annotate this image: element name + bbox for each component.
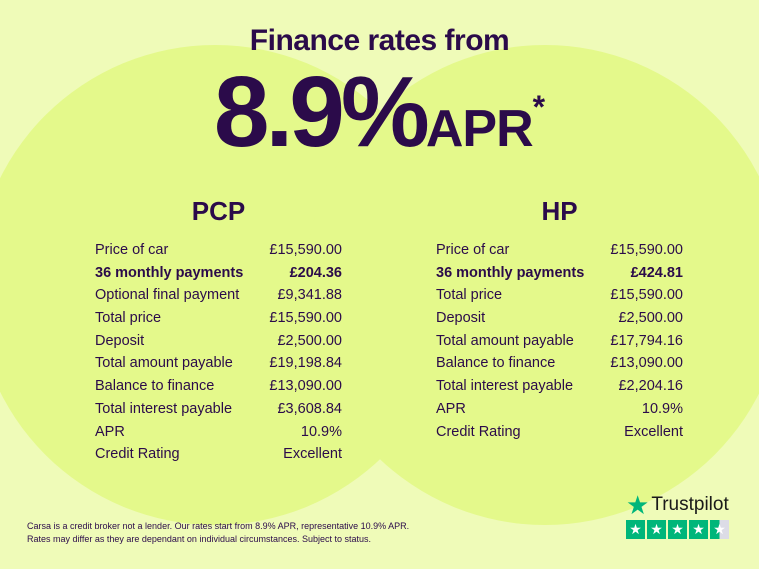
row-label: 36 monthly payments xyxy=(95,264,244,281)
headline: Finance rates from xyxy=(249,24,510,57)
row-label: APR xyxy=(436,400,466,417)
rating-star-icon: ★ xyxy=(647,520,666,539)
row-label: Total interest payable xyxy=(436,378,574,395)
row-value: £13,090.00 xyxy=(269,378,342,395)
row-label: Credit Rating xyxy=(436,423,521,440)
row-label: Deposit xyxy=(95,332,145,349)
row-value: 10.9% xyxy=(300,423,342,440)
row-label: Balance to finance xyxy=(95,378,215,395)
table-row: Total interest payable £2,204.16 xyxy=(436,375,683,398)
pcp-panel: PCP Price of car £15,590.00 36 monthly pay… xyxy=(95,196,342,466)
row-value: £15,590.00 xyxy=(610,287,683,304)
asterisk: * xyxy=(532,89,546,125)
table-row: Price of car £15,590.00 xyxy=(436,239,683,262)
trustpilot-badge[interactable]: ★ Trustpilot ★ ★ ★ ★ ★ xyxy=(626,490,729,539)
row-label: Total price xyxy=(95,310,162,327)
row-value: £15,590.00 xyxy=(269,310,342,327)
table-row: Balance to finance £13,090.00 xyxy=(436,352,683,375)
row-label: Credit Rating xyxy=(95,446,180,463)
row-label: Optional final payment xyxy=(95,287,240,304)
table-row: 36 monthly payments £424.81 xyxy=(436,262,683,285)
row-label: 36 monthly payments xyxy=(436,264,585,281)
table-row: Deposit £2,500.00 xyxy=(95,330,342,353)
trustpilot-label: Trustpilot xyxy=(651,494,729,515)
table-row: Credit Rating Excellent xyxy=(436,421,683,444)
hp-title: HP xyxy=(541,196,578,226)
rate-display: 8.9%APR* xyxy=(0,62,759,162)
row-value: £2,500.00 xyxy=(618,310,683,327)
row-value: £2,500.00 xyxy=(277,332,342,349)
table-row: Price of car £15,590.00 xyxy=(95,239,342,262)
row-value: £19,198.84 xyxy=(269,355,342,372)
table-row: Balance to finance £13,090.00 xyxy=(95,375,342,398)
pcp-title: PCP xyxy=(191,196,246,226)
rate-suffix: APR xyxy=(425,100,534,158)
table-row: APR 10.9% xyxy=(436,398,683,421)
table-row: Optional final payment £9,341.88 xyxy=(95,284,342,307)
row-value: £424.81 xyxy=(630,264,683,281)
star-icon: ★ xyxy=(626,490,650,520)
row-label: APR xyxy=(95,423,125,440)
row-value: £204.36 xyxy=(289,264,342,281)
trustpilot-logo: ★ Trustpilot xyxy=(626,490,729,520)
table-row: Total price £15,590.00 xyxy=(436,284,683,307)
pcp-table: Price of car £15,590.00 36 monthly payment… xyxy=(95,239,342,466)
row-value: £2,204.16 xyxy=(618,378,683,395)
hp-panel: HP Price of car £15,590.00 36 monthly paym… xyxy=(436,196,683,443)
table-row: Total amount payable £19,198.84 xyxy=(95,352,342,375)
table-row: Deposit £2,500.00 xyxy=(436,307,683,330)
hp-table: Price of car £15,590.00 36 monthly payment… xyxy=(436,239,683,443)
disclaimer-line: Carsa is a credit broker not a lender. O… xyxy=(27,521,410,531)
table-row: 36 monthly payments £204.36 xyxy=(95,262,342,285)
row-value: £15,590.00 xyxy=(269,242,342,258)
rating-star-icon: ★ xyxy=(710,520,729,539)
table-row: Credit Rating Excellent xyxy=(95,443,342,466)
row-label: Balance to finance xyxy=(436,355,556,372)
row-value: £15,590.00 xyxy=(610,242,683,258)
rating-star-icon: ★ xyxy=(668,520,687,539)
row-label: Total amount payable xyxy=(95,355,233,372)
row-label: Total amount payable xyxy=(436,332,574,349)
row-value: Excellent xyxy=(283,446,342,463)
row-value: £3,608.84 xyxy=(277,400,342,417)
row-label: Price of car xyxy=(95,242,169,258)
table-row: Total amount payable £17,794.16 xyxy=(436,330,683,353)
row-label: Price of car xyxy=(436,242,510,258)
background-circle-right xyxy=(305,45,759,525)
row-value: Excellent xyxy=(624,423,683,440)
rating-star-icon: ★ xyxy=(626,520,645,539)
row-label: Total interest payable xyxy=(95,400,233,417)
disclaimer: Carsa is a credit broker not a lender. O… xyxy=(27,520,409,546)
row-label: Total price xyxy=(436,287,503,304)
table-row: Total price £15,590.00 xyxy=(95,307,342,330)
row-value: £13,090.00 xyxy=(610,355,683,372)
row-value: £9,341.88 xyxy=(277,287,342,304)
row-label: Deposit xyxy=(436,310,486,327)
rate-value: 8.9% xyxy=(213,56,430,168)
row-value: 10.9% xyxy=(641,400,683,417)
trustpilot-rating: ★ ★ ★ ★ ★ xyxy=(626,520,729,539)
rating-star-icon: ★ xyxy=(689,520,708,539)
table-row: APR 10.9% xyxy=(95,421,342,444)
row-value: £17,794.16 xyxy=(610,332,683,349)
disclaimer-line: Rates may differ as they are dependant o… xyxy=(27,534,372,544)
table-row: Total interest payable £3,608.84 xyxy=(95,398,342,421)
